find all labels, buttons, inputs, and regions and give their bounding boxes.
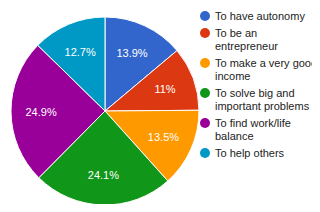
html-text:To help others: To help others bbox=[215, 147, 285, 159]
html-text:To be an entrepreneur: To be an entrepreneur bbox=[215, 27, 278, 52]
svg-text:24.1%: 24.1% bbox=[88, 169, 119, 181]
svg-text:24.9%: 24.9% bbox=[25, 106, 56, 118]
html-text:To make a very good income: To make a very good income bbox=[215, 57, 318, 82]
svg-text:12.7%: 12.7% bbox=[65, 46, 96, 58]
html-text:To find work/life balance: To find work/life balance bbox=[215, 117, 291, 142]
html-text:To have autonomy: To have autonomy bbox=[215, 10, 305, 22]
html-text:To solve big and important pro: To solve big and important problems bbox=[215, 87, 310, 112]
svg-text:13.5%: 13.5% bbox=[148, 131, 179, 143]
svg-text:13.9%: 13.9% bbox=[116, 47, 147, 59]
svg-text:11%: 11% bbox=[154, 83, 175, 95]
